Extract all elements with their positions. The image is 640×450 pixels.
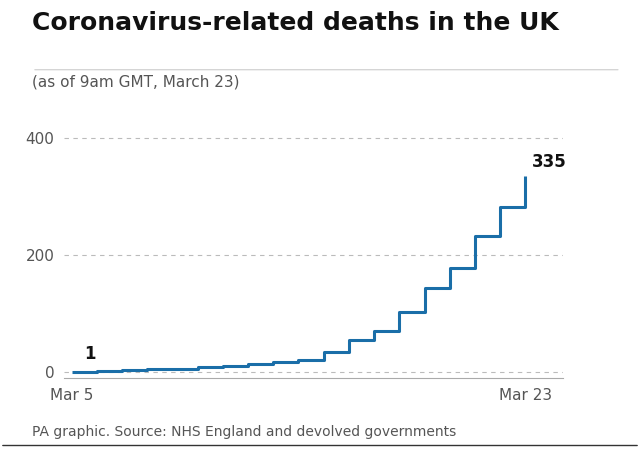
Text: Coronavirus-related deaths in the UK: Coronavirus-related deaths in the UK <box>32 11 559 35</box>
Text: 1: 1 <box>84 345 95 363</box>
Text: (as of 9am GMT, March 23): (as of 9am GMT, March 23) <box>32 74 239 89</box>
Text: 335: 335 <box>532 153 566 171</box>
Text: PA graphic. Source: NHS England and devolved governments: PA graphic. Source: NHS England and devo… <box>32 425 456 439</box>
